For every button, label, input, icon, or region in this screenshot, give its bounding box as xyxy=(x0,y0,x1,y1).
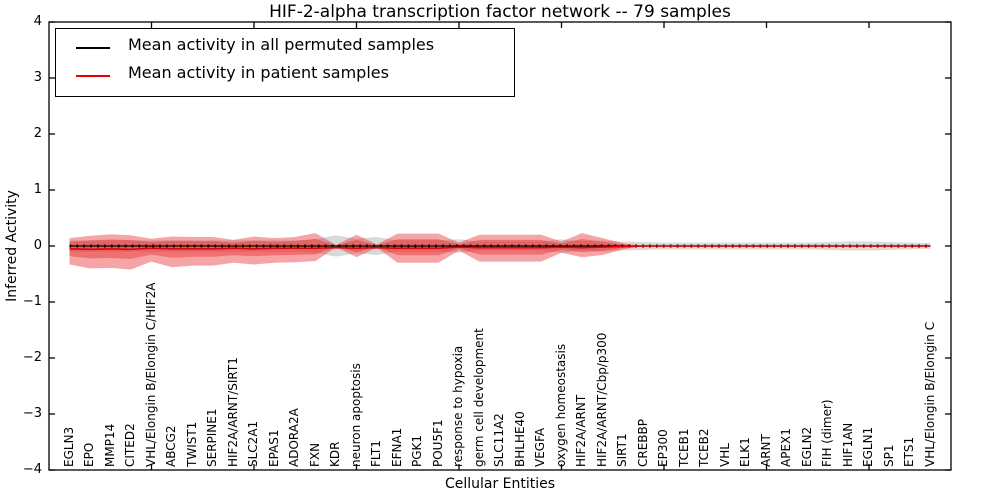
x-tick-label: EGLN2 xyxy=(799,426,814,467)
y-tick-label: 2 xyxy=(33,126,42,141)
x-tick-label: FXN xyxy=(307,442,322,467)
x-tick-label: VEGFA xyxy=(533,427,547,467)
x-tick-label: MMP14 xyxy=(102,423,117,467)
y-tick-label: 4 xyxy=(33,14,42,29)
x-tick-label: ABCG2 xyxy=(164,425,178,467)
x-tick-label: SERPINE1 xyxy=(205,408,219,467)
legend-label: Mean activity in all permuted samples xyxy=(128,35,435,54)
x-tick-label: CITED2 xyxy=(123,423,137,467)
y-tick-label: 1 xyxy=(33,182,42,197)
x-tick-label: FIH (dimer) xyxy=(820,399,834,467)
x-tick-label: HIF1AN xyxy=(840,422,855,467)
x-tick-label: SLC11A2 xyxy=(492,413,506,467)
legend-item-patient: Mean activity in patient samples xyxy=(56,62,514,90)
x-tick-label: HIF2A/ARNT xyxy=(574,394,588,467)
x-tick-label: TCEB1 xyxy=(676,428,691,467)
x-tick-label: ARNT xyxy=(758,434,773,467)
x-tick-label: HIF2A/ARNT/SIRT1 xyxy=(225,357,240,467)
x-tick-label: SLC2A1 xyxy=(246,420,260,467)
permuted-line-swatch xyxy=(76,47,110,49)
x-tick-label: ETS1 xyxy=(902,436,916,467)
x-tick-label: VHL xyxy=(717,443,732,467)
legend-item-permuted: Mean activity in all permuted samples xyxy=(56,34,514,62)
x-tick-label: SP1 xyxy=(881,444,896,468)
x-tick-label: BHLHE40 xyxy=(512,411,527,467)
x-tick-label: EP300 xyxy=(656,429,670,467)
chart-title: HIF-2-alpha transcription factor network… xyxy=(269,2,731,22)
x-tick-label: response to hypoxia xyxy=(451,345,465,467)
x-tick-label: ELK1 xyxy=(738,437,752,467)
legend-label: Mean activity in patient samples xyxy=(128,63,389,82)
y-tick-label: −2 xyxy=(22,350,42,365)
x-tick-label: EFNA1 xyxy=(389,427,404,467)
band-patient-outer xyxy=(69,233,931,270)
x-tick-label: VHL/Elongin B/Elongin C/HIF2A xyxy=(143,282,158,467)
x-tick-label: SIRT1 xyxy=(615,433,629,467)
x-tick-label: PGK1 xyxy=(410,434,424,467)
mean-line-patient xyxy=(69,245,931,251)
x-tick-label: neuron apoptosis xyxy=(348,363,363,467)
x-tick-label: KDR xyxy=(328,441,342,467)
x-tick-label: germ cell development xyxy=(471,328,486,467)
x-tick-label: POU5F1 xyxy=(430,419,445,467)
x-tick-label: oxygen homeostasis xyxy=(553,343,568,467)
x-tick-label: APEX1 xyxy=(779,428,793,467)
x-tick-label: CREBBP xyxy=(635,419,650,467)
x-axis-label: Cellular Entities xyxy=(444,476,556,492)
legend: Mean activity in all permuted samples Me… xyxy=(55,28,515,97)
y-tick-label: −1 xyxy=(22,294,42,309)
patient-line-swatch xyxy=(76,75,110,77)
y-tick-label: 0 xyxy=(33,238,42,253)
y-tick-label: 3 xyxy=(33,70,42,85)
x-tick-label: TWIST1 xyxy=(184,421,199,467)
y-tick-label: −4 xyxy=(22,462,42,477)
x-tick-label: HIF2A/ARNT/Cbp/p300 xyxy=(594,332,609,467)
x-tick-label: TCEB2 xyxy=(697,428,711,467)
x-tick-label: VHL/Elongin B/Elongin C xyxy=(922,321,937,467)
x-tick-label: EPO xyxy=(82,442,96,467)
band-patient-inner xyxy=(69,238,931,259)
x-tick-label: EPAS1 xyxy=(266,429,281,467)
x-tick-label: FLT1 xyxy=(369,440,383,467)
y-tick-label: −3 xyxy=(22,406,42,421)
x-tick-label: EGLN3 xyxy=(61,426,76,467)
x-tick-label: ADORA2A xyxy=(287,408,301,467)
x-tick-label: EGLN1 xyxy=(861,426,875,467)
